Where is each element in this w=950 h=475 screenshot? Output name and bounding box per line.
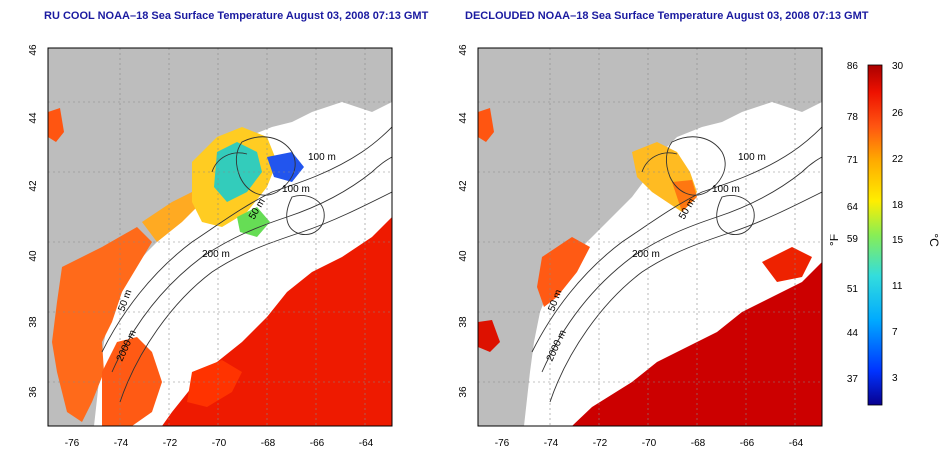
lat-tick-36: 36 — [28, 386, 39, 398]
sst-mid-coastal — [142, 192, 202, 242]
lon-tick: -66 — [310, 438, 325, 449]
sst-map-raw[interactable]: 100 m 100 m 50 m 200 m 50 m 2000 m 36 — [30, 42, 396, 428]
sst-map-declouded[interactable]: 100 m 100 m 50 m 200 m 50 m 2000 m — [472, 42, 826, 428]
contour-label: 100 m — [308, 152, 336, 163]
lat-tick-40: 40 — [458, 250, 469, 262]
f-tick: 86 — [847, 61, 859, 72]
lon-tick: -64 — [789, 438, 804, 449]
graticule-right — [478, 48, 822, 426]
lon-axis-right: -76 -74 -72 -70 -68 -66 -64 — [495, 438, 804, 449]
panel-title-left: RU COOL NOAA–18 Sea Surface Temperature … — [44, 10, 429, 22]
f-tick: 37 — [847, 374, 859, 385]
lon-tick: -70 — [212, 438, 227, 449]
bathymetry-contours-right — [531, 126, 822, 403]
f-tick: 59 — [847, 234, 859, 245]
lon-tick: -66 — [740, 438, 755, 449]
colorbar-svg: 86 78 71 64 59 51 44 37 30 26 22 18 15 1… — [827, 61, 941, 406]
lat-tick-38: 38 — [458, 316, 469, 328]
lat-tick-42: 42 — [28, 180, 39, 192]
sst-nova-scotia-patch — [48, 108, 64, 142]
sst-coastal-south — [478, 320, 500, 352]
lon-tick: -74 — [544, 438, 559, 449]
celsius-ticks: 30 26 22 18 15 11 7 3 — [892, 61, 904, 384]
c-tick: 15 — [892, 235, 904, 246]
contour-label: 200 m — [632, 249, 660, 260]
c-tick: 30 — [892, 61, 904, 72]
lat-axis-left: 36 38 40 42 44 46 — [28, 44, 39, 398]
colorbar: 86 78 71 64 59 51 44 37 30 26 22 18 15 1… — [827, 50, 948, 420]
panel-title-right: DECLOUDED NOAA–18 Sea Surface Temperatur… — [465, 10, 869, 22]
sst-warm-coastal — [52, 227, 152, 422]
lon-tick: -76 — [495, 438, 510, 449]
fahrenheit-unit: °F — [830, 234, 841, 246]
lat-tick-42: 42 — [458, 180, 469, 192]
lon-tick: -64 — [359, 438, 374, 449]
lat-tick-40: 40 — [28, 250, 39, 262]
f-tick: 51 — [847, 284, 859, 295]
contour-label: 100 m — [282, 184, 310, 195]
sst-gulf-stream-2 — [187, 360, 242, 407]
c-tick: 11 — [892, 281, 903, 292]
lat-tick-46: 46 — [28, 44, 39, 56]
lat-axis-right: 36 38 40 42 44 46 — [458, 44, 469, 398]
colorbar-gradient — [867, 64, 883, 406]
c-tick: 3 — [892, 373, 898, 384]
bathymetry-contours-left — [101, 126, 392, 403]
f-tick: 64 — [847, 202, 859, 213]
c-tick: 26 — [892, 108, 904, 119]
lon-tick: -68 — [691, 438, 706, 449]
f-tick: 44 — [847, 328, 859, 339]
sst-warm-coastal-2 — [102, 337, 162, 426]
contour-label: 100 m — [712, 184, 740, 195]
sst-green-patch — [237, 207, 270, 237]
c-tick: 18 — [892, 200, 904, 211]
sst-offshore-patch — [762, 247, 812, 282]
lat-tick-38: 38 — [28, 316, 39, 328]
map-frame — [47, 47, 393, 427]
contour-label: 200 m — [202, 249, 230, 260]
contour-label: 100 m — [738, 152, 766, 163]
lon-tick: -74 — [114, 438, 129, 449]
lon-tick: -70 — [642, 438, 657, 449]
f-tick: 78 — [847, 112, 859, 123]
graticule-left — [48, 48, 392, 426]
lon-tick: -72 — [593, 438, 608, 449]
lon-tick: -76 — [65, 438, 80, 449]
sst-nova-scotia-patch — [478, 108, 494, 142]
c-tick: 7 — [892, 327, 898, 338]
f-tick: 71 — [847, 155, 859, 166]
c-tick: 22 — [892, 154, 904, 165]
celsius-unit: °C — [927, 233, 941, 247]
lon-axis-left: -76 -74 -72 -70 -68 -66 -64 — [65, 438, 374, 449]
lat-tick-46: 46 — [458, 44, 469, 56]
sst-map-raw-svg: 100 m 100 m 50 m 200 m 50 m 2000 m 36 — [30, 47, 393, 427]
sst-map-declouded-svg: 100 m 100 m 50 m 200 m 50 m 2000 m — [477, 47, 823, 427]
fahrenheit-ticks: 86 78 71 64 59 51 44 37 — [847, 61, 859, 385]
lon-tick: -68 — [261, 438, 276, 449]
map-frame — [477, 47, 823, 427]
lon-tick: -72 — [163, 438, 178, 449]
lat-tick-44: 44 — [458, 112, 469, 124]
lat-tick-36: 36 — [458, 386, 469, 398]
lat-tick-44: 44 — [28, 112, 39, 124]
